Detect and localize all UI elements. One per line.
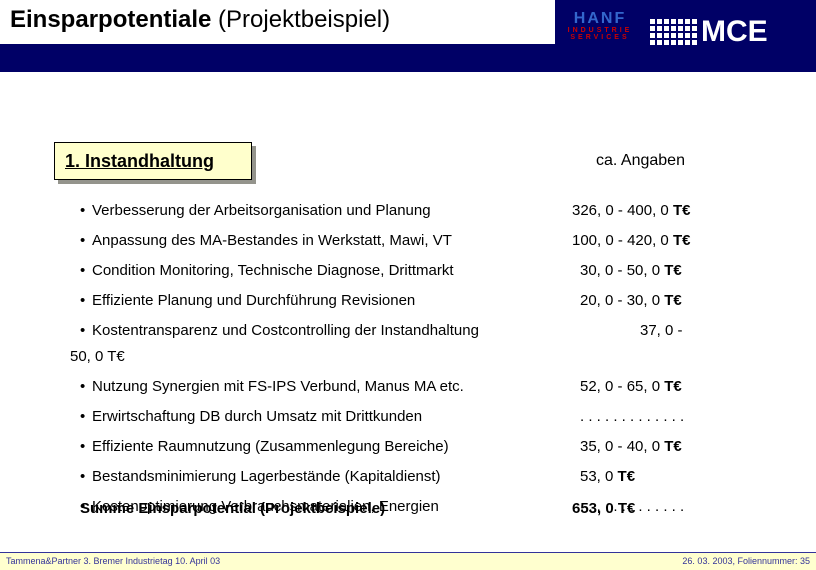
sum-value: 653, 0 T€ <box>572 500 635 517</box>
item-label: Anpassung des MA-Bestandes in Werkstatt,… <box>92 232 452 249</box>
section-label: 1. Instandhaltung <box>65 151 214 172</box>
footer-left: Tammena&Partner 3. Bremer Industrietag 1… <box>6 556 220 566</box>
title-plate: Einsparpotentiale (Projektbeispiel) <box>0 0 555 44</box>
list-item: • Effiziente Planung und Durchführung Rev… <box>80 290 780 320</box>
bullet-icon: • <box>80 322 85 339</box>
item-label: Kostentransparenz und Costcontrolling de… <box>92 322 479 339</box>
list-item: • Kostentransparenz und Costcontrolling d… <box>80 320 780 376</box>
item-label: Bestandsminimierung Lagerbestände (Kapit… <box>92 468 441 485</box>
hanf-line1: HANF <box>574 11 626 27</box>
item-value: 35, 0 - 40, 0 T€ <box>580 438 780 455</box>
item-label: Condition Monitoring, Technische Diagnos… <box>92 262 454 279</box>
list-item: • Erwirtschaftung DB durch Umsatz mit Dri… <box>80 406 780 436</box>
footer: Tammena&Partner 3. Bremer Industrietag 1… <box>0 552 816 570</box>
logo-hanf: HANF INDUSTRIE SERVICES <box>560 4 640 48</box>
slide: Einsparpotentiale (Projektbeispiel) HANF… <box>0 0 816 570</box>
item-value: 52, 0 - 65, 0 T€ <box>580 378 780 395</box>
item-value: 30, 0 - 50, 0 T€ <box>580 262 780 279</box>
logo-mce: MCE <box>650 6 810 58</box>
bullet-icon: • <box>80 262 85 279</box>
item-value: 20, 0 - 30, 0 T€ <box>580 292 780 309</box>
section-box: 1. Instandhaltung <box>54 142 252 180</box>
list-item: • Effiziente Raumnutzung (Zusammenlegung … <box>80 436 780 466</box>
list-item: • Bestandsminimierung Lagerbestände (Kapi… <box>80 466 780 496</box>
item-value: 100, 0 - 420, 0 T€ <box>572 232 772 249</box>
list-item: • Verbesserung der Arbeitsorganisation un… <box>80 200 780 230</box>
footer-right: 26. 03. 2003, Foliennummer: 35 <box>682 556 810 566</box>
mce-text: MCE <box>701 15 768 49</box>
item-label: Effiziente Planung und Durchführung Revi… <box>92 292 415 309</box>
hanf-line3: SERVICES <box>570 34 629 41</box>
item-label: Erwirtschaftung DB durch Umsatz mit Drit… <box>92 408 422 425</box>
bullet-icon: • <box>80 202 85 219</box>
bullet-icon: • <box>80 468 85 485</box>
bullet-icon: • <box>80 232 85 249</box>
item-value: 326, 0 - 400, 0 T€ <box>572 202 772 219</box>
bullet-icon: • <box>80 292 85 309</box>
item-label: Verbesserung der Arbeitsorganisation und… <box>92 202 431 219</box>
header-bar: Einsparpotentiale (Projektbeispiel) HANF… <box>0 0 816 72</box>
item-value: 37, 0 - <box>640 322 816 339</box>
mce-dot-grid <box>650 19 697 45</box>
title-rest: (Projektbeispiel) <box>211 6 390 33</box>
sum-label: Summe Einsparpotential (Projektbeispiele… <box>80 500 385 517</box>
list-item: • Condition Monitoring, Technische Diagno… <box>80 260 780 290</box>
item-label: Nutzung Synergien mit FS-IPS Verbund, Ma… <box>92 378 464 395</box>
bullet-icon: • <box>80 378 85 395</box>
item-value-wrap: 50, 0 T€ <box>70 348 125 365</box>
list-item: • Nutzung Synergien mit FS-IPS Verbund, M… <box>80 376 780 406</box>
item-label: Effiziente Raumnutzung (Zusammenlegung B… <box>92 438 449 455</box>
list-item: • Anpassung des MA-Bestandes in Werkstatt… <box>80 230 780 260</box>
section-front: 1. Instandhaltung <box>54 142 252 180</box>
ca-label: ca. Angaben <box>596 152 685 170</box>
bullet-icon: • <box>80 438 85 455</box>
item-value-dots: . . . . . . . . . . . . . <box>580 408 780 425</box>
bullet-list: • Verbesserung der Arbeitsorganisation un… <box>80 200 780 526</box>
hanf-line2: INDUSTRIE <box>568 27 633 34</box>
item-value: 53, 0 T€ <box>580 468 780 485</box>
title-bold: Einsparpotentiale <box>10 6 211 33</box>
bullet-icon: • <box>80 408 85 425</box>
